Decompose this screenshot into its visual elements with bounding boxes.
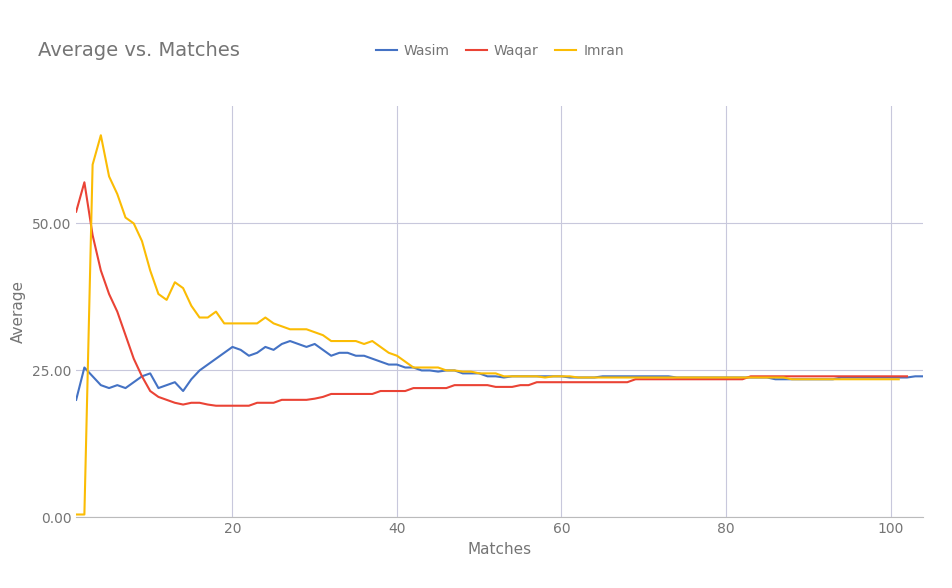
Waqar [671,376,683,383]
Line: Wasim: Wasim [76,341,923,400]
Wasim [918,373,929,380]
Legend: Wasim, Waqar, Imran: Wasim, Waqar, Imran [370,39,629,64]
Wasim [285,338,296,345]
Wasim [498,374,509,381]
Waqar [737,376,748,383]
Imran [696,374,707,381]
Y-axis label: Average: Average [11,280,27,343]
Waqar [79,179,90,186]
Waqar [243,402,254,409]
Text: Average vs. Matches: Average vs. Matches [38,41,240,60]
Imran [893,376,904,383]
Wasim [326,352,337,359]
Wasim [292,340,304,348]
Waqar [902,373,913,380]
Imran [654,374,665,381]
Imran [136,238,148,245]
Imran [285,326,296,333]
Imran [70,511,82,518]
Imran [95,132,107,139]
Imran [572,374,584,381]
Wasim [70,396,82,403]
Waqar [70,208,82,215]
Wasim [95,382,107,389]
Line: Imran: Imran [76,135,899,514]
Waqar [268,399,279,406]
Line: Waqar: Waqar [76,182,907,406]
Waqar [803,373,814,380]
Imran [457,368,468,375]
Wasim [852,374,863,381]
Waqar [466,382,477,389]
Waqar [210,402,222,409]
Wasim [893,374,904,381]
X-axis label: Matches: Matches [467,542,532,557]
